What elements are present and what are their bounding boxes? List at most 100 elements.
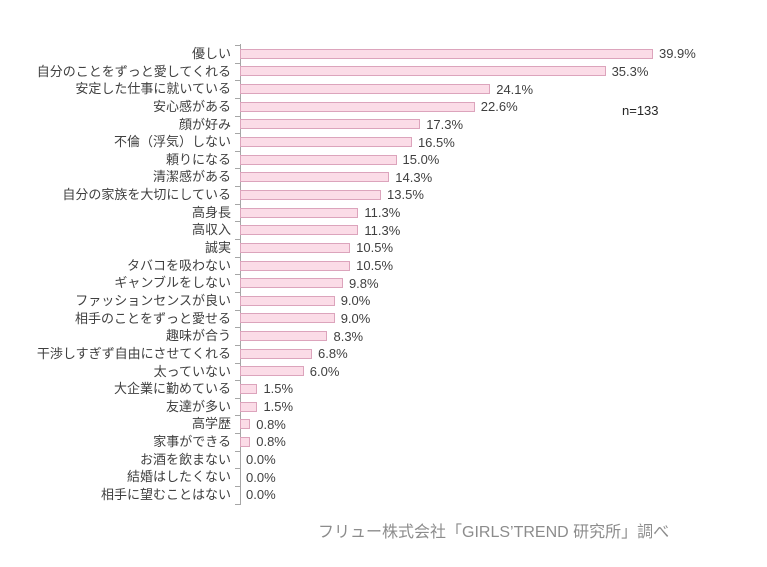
bar [240, 331, 328, 342]
bar-track: 10.5% [235, 256, 767, 275]
bar [240, 207, 359, 218]
axis-tick [235, 62, 240, 64]
bar-row: 高学歴 0.8% [0, 415, 767, 433]
bar-track: 0.0% [235, 486, 767, 504]
axis-tick [235, 309, 240, 311]
category-label: 友達が多い [165, 398, 231, 414]
value-label: 1.5% [263, 381, 294, 397]
category-label: ギャンブルをしない [114, 275, 231, 291]
bar-row: 清潔感がある 14.3% [0, 168, 767, 186]
bar [240, 313, 335, 324]
axis-tick [235, 186, 240, 188]
axis-tick [235, 97, 240, 99]
category-label: ファッションセンスが良い [75, 292, 231, 308]
bar-row: ギャンブルをしない 9.8% [0, 274, 767, 292]
value-label: 8.3% [333, 328, 364, 344]
bar-track: 1.5% [235, 397, 767, 416]
category-label: 顔が好み [178, 116, 231, 132]
bar-row: 安定した仕事に就いている 24.1% [0, 80, 767, 98]
bar-track: 14.3% [235, 168, 767, 186]
bar-row: 高身長 11.3% [0, 203, 767, 222]
axis-tick [235, 397, 240, 399]
category-label: 家事ができる [153, 434, 231, 450]
value-label: 35.3% [611, 63, 649, 79]
axis-tick [235, 239, 240, 241]
category-label: 大企業に勤めている [113, 381, 231, 397]
axis-tick [235, 362, 240, 364]
bar-row: 誠実 10.5% [0, 239, 767, 257]
bar-row: 安心感がある 22.6% [0, 97, 767, 116]
category-label: 太っていない [153, 363, 231, 379]
value-label: 22.6% [480, 99, 518, 115]
bar-row: 優しい 39.9% [0, 45, 767, 63]
axis-tick [235, 133, 240, 135]
value-label: 0.0% [246, 452, 276, 468]
bar [240, 436, 251, 447]
axis-tick [235, 380, 240, 382]
axis-tick [235, 468, 240, 470]
bar-track: 0.8% [235, 415, 767, 433]
value-label: 9.0% [340, 293, 371, 309]
bar-row: 自分のことをずっと愛してくれる 35.3% [0, 62, 767, 81]
bar-track: 11.3% [235, 221, 767, 239]
category-label: お酒を飲まない [139, 451, 231, 467]
value-label: 13.5% [387, 187, 424, 203]
category-label: 頼りになる [165, 151, 231, 167]
axis-tick [235, 115, 240, 117]
bar [240, 48, 653, 59]
bar-track: 22.6% [235, 97, 767, 116]
value-label: 6.0% [309, 363, 340, 379]
category-label: 安心感がある [152, 98, 231, 114]
category-label: 高学歴 [191, 416, 231, 432]
bar [240, 84, 491, 95]
bar-track: 10.5% [235, 239, 767, 257]
axis-tick [235, 344, 240, 346]
value-label: 15.0% [402, 152, 440, 168]
bar-row: 大企業に勤めている 1.5% [0, 380, 767, 398]
axis-tick [235, 45, 240, 46]
bar [240, 348, 313, 359]
category-label: 自分のことをずっと愛してくれる [36, 63, 231, 79]
bar-track: 13.5% [235, 186, 767, 204]
axis-tick [235, 168, 240, 170]
category-label: 安定した仕事に就いている [75, 81, 231, 97]
axis-tick [235, 80, 240, 82]
axis-tick [235, 150, 240, 152]
bar [240, 172, 390, 183]
bar-row: 友達が多い 1.5% [0, 397, 767, 416]
value-label: 0.8% [256, 434, 286, 450]
value-label: 0.0% [246, 469, 276, 485]
axis-tick [235, 450, 240, 452]
bar-row: 自分の家族を大切にしている 13.5% [0, 186, 767, 204]
axis-tick [235, 203, 240, 205]
bar-track: 11.3% [235, 203, 767, 222]
bar-row: 不倫（浮気）しない 16.5% [0, 133, 767, 151]
bar-row: 太っていない 6.0% [0, 362, 767, 381]
value-label: 10.5% [356, 258, 394, 273]
category-label: 自分の家族を大切にしている [62, 187, 231, 203]
value-label: 39.9% [658, 46, 696, 62]
bar [240, 66, 606, 77]
category-label: 高収入 [191, 222, 231, 238]
axis-tick [235, 256, 240, 258]
bar-row: 頼りになる 15.0% [0, 150, 767, 169]
category-label: 不倫（浮気）しない [113, 134, 231, 150]
bar-track: 9.8% [235, 274, 767, 292]
bar [240, 401, 258, 412]
category-label: 優しい [191, 46, 231, 61]
bar-track: 15.0% [235, 150, 767, 169]
bar-row: タバコを吸わない 10.5% [0, 256, 767, 275]
axis-tick [235, 433, 240, 435]
value-label: 24.1% [496, 81, 534, 97]
value-label: 14.3% [395, 169, 433, 185]
bar-track: 6.8% [235, 344, 767, 363]
bar-track: 0.0% [235, 450, 767, 469]
bar [240, 101, 475, 112]
category-label: タバコを吸わない [126, 257, 231, 273]
value-label: 9.0% [340, 310, 371, 326]
bar-track: 9.0% [235, 309, 767, 328]
bar-chart: 優しい 39.9% 自分のことをずっと愛してくれる 35.3% 安定した仕事に就… [0, 45, 767, 504]
category-label: 清潔感がある [152, 169, 231, 185]
bar [240, 119, 421, 130]
category-label: 干渉しすぎず自由にさせてくれる [36, 345, 231, 361]
